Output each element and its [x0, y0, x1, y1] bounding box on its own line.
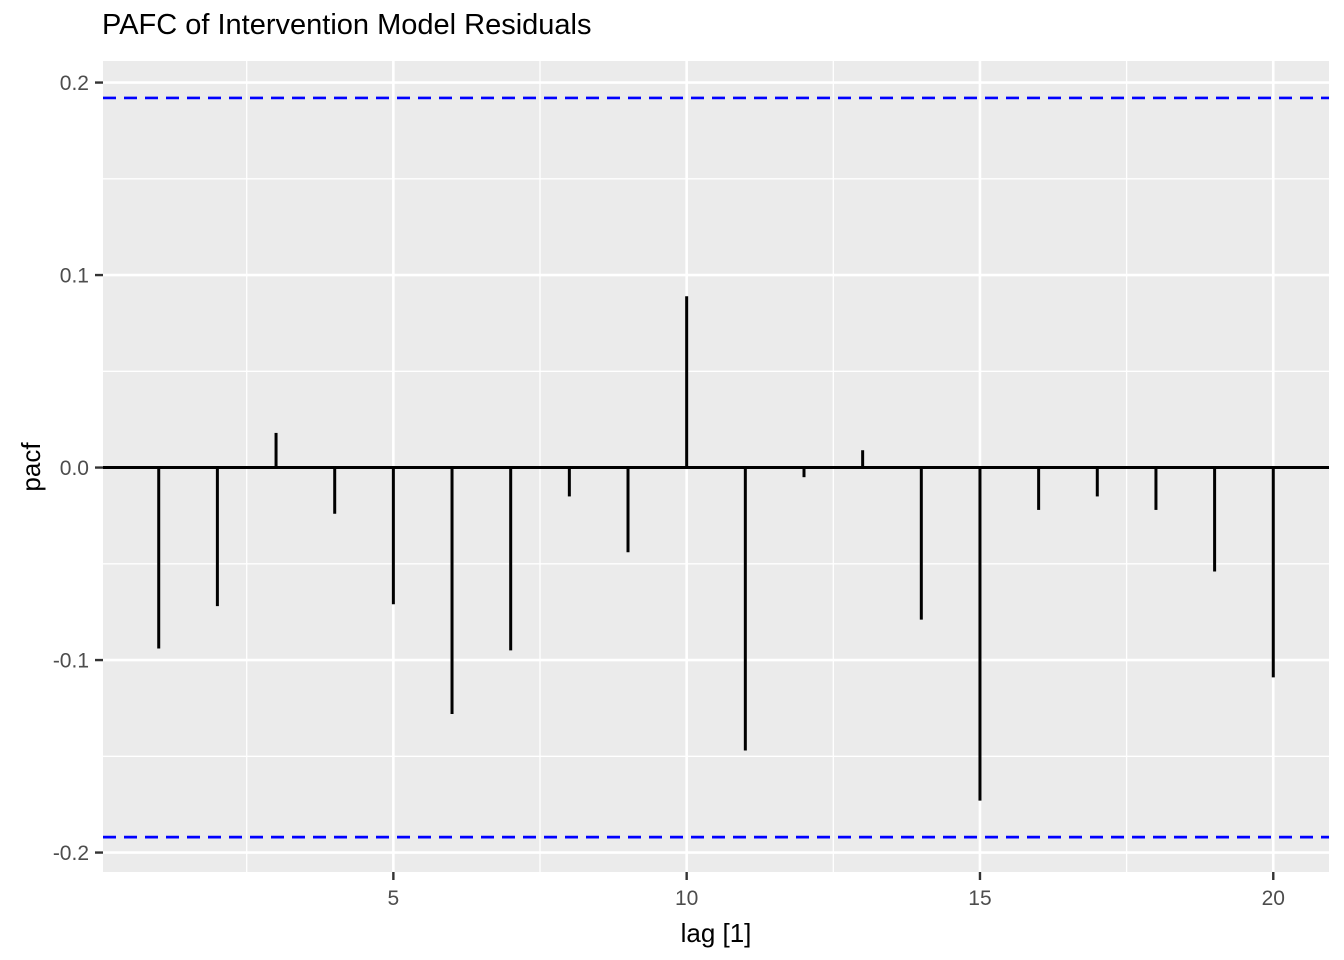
chart-title: PAFC of Intervention Model Residuals	[102, 9, 592, 41]
y-tick-label: -0.1	[53, 650, 89, 673]
y-tick-label: 0.2	[60, 72, 89, 95]
y-tick-label: 0.0	[60, 457, 89, 480]
x-tick-label: 20	[1262, 887, 1285, 910]
y-tick-label: 0.1	[60, 265, 89, 288]
x-axis-title: lag [1]	[680, 918, 752, 948]
x-tick-label: 10	[675, 887, 698, 910]
y-tick-label: -0.2	[53, 842, 89, 865]
x-tick-label: 5	[388, 887, 400, 910]
x-tick-label: 15	[968, 887, 991, 910]
